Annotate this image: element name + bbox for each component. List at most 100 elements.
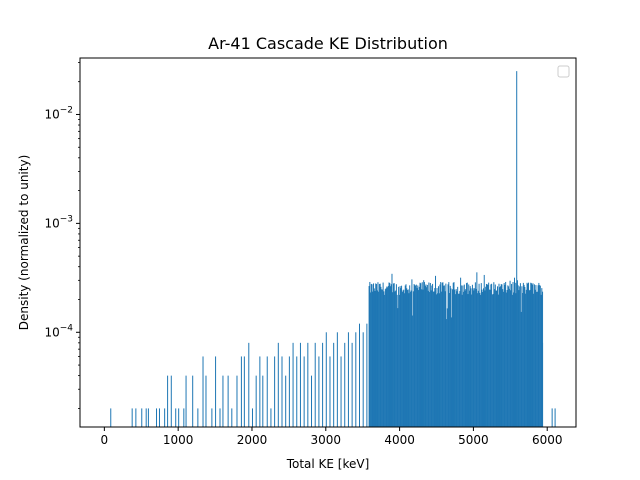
histogram-bar bbox=[482, 291, 484, 427]
histogram-bar bbox=[427, 290, 429, 427]
histogram-bar bbox=[452, 289, 453, 427]
histogram-bar bbox=[438, 293, 440, 427]
histogram-bar bbox=[405, 284, 407, 427]
histogram-bar bbox=[378, 284, 380, 427]
x-tick-label: 5000 bbox=[458, 433, 489, 447]
histogram-bar bbox=[382, 282, 384, 427]
legend-box bbox=[557, 65, 570, 78]
histogram-bar bbox=[500, 284, 502, 427]
histogram-bar bbox=[439, 284, 441, 427]
histogram-bar bbox=[522, 282, 524, 427]
histogram-bar bbox=[266, 356, 268, 427]
histogram-bar bbox=[446, 308, 448, 427]
histogram-bar bbox=[411, 279, 413, 427]
histogram-bar bbox=[508, 286, 510, 427]
histogram-bar bbox=[397, 308, 399, 427]
histogram-bar bbox=[110, 408, 112, 427]
histogram-bar bbox=[336, 332, 338, 427]
histogram-bar bbox=[415, 284, 417, 427]
histogram-bar bbox=[141, 408, 143, 427]
histogram-bar bbox=[281, 356, 283, 427]
histogram-bar bbox=[531, 284, 533, 427]
histogram-bar bbox=[530, 282, 532, 427]
histogram-bar bbox=[526, 282, 528, 427]
histogram-bar bbox=[407, 289, 409, 427]
histogram-bar bbox=[437, 286, 439, 427]
histogram-bar bbox=[442, 282, 444, 427]
histogram-bar bbox=[469, 286, 471, 427]
histogram-bar bbox=[417, 285, 419, 427]
histogram-bar bbox=[477, 293, 479, 427]
histogram-bar bbox=[167, 375, 169, 427]
x-tick-label: 3000 bbox=[311, 433, 342, 447]
histogram-bar bbox=[392, 292, 394, 427]
histogram-bar bbox=[381, 289, 383, 427]
histogram-bar bbox=[219, 408, 221, 427]
histogram-bar bbox=[385, 288, 387, 427]
histogram-bar bbox=[433, 291, 435, 427]
histogram-bar bbox=[487, 284, 489, 427]
histogram-bar bbox=[457, 293, 459, 427]
histogram-bar bbox=[414, 285, 416, 427]
histogram-bar bbox=[386, 286, 388, 427]
histogram-bar bbox=[540, 294, 542, 427]
histogram-bar bbox=[537, 285, 539, 427]
histogram-bar bbox=[377, 282, 379, 427]
histogram-bar bbox=[371, 284, 373, 427]
histogram-bar bbox=[426, 284, 428, 427]
histogram-bar bbox=[471, 294, 473, 427]
histogram-bar bbox=[355, 332, 357, 427]
histogram-bar bbox=[485, 283, 487, 427]
histogram-bar bbox=[497, 286, 499, 427]
histogram-bar bbox=[441, 282, 443, 427]
histogram-bar bbox=[410, 290, 412, 427]
histogram-bar bbox=[401, 285, 403, 427]
histogram-bar bbox=[488, 289, 490, 427]
histogram-bar bbox=[394, 291, 396, 427]
histogram-bar bbox=[398, 294, 400, 427]
histogram-bar bbox=[530, 283, 532, 427]
histogram-bar bbox=[384, 294, 386, 427]
histogram-bar bbox=[429, 282, 431, 427]
histogram-bar bbox=[418, 286, 420, 427]
histogram-bar bbox=[381, 289, 383, 427]
histogram-bar bbox=[514, 277, 515, 427]
histogram-bar bbox=[492, 293, 494, 427]
histogram-bar bbox=[515, 293, 517, 427]
histogram-bar bbox=[551, 408, 553, 427]
histogram-bar bbox=[390, 286, 391, 427]
histogram-bar bbox=[539, 285, 541, 427]
histogram-bar bbox=[525, 293, 527, 427]
histogram-bar bbox=[437, 293, 439, 427]
histogram-bar bbox=[175, 408, 177, 427]
histogram-bar bbox=[430, 290, 432, 427]
histogram-bar bbox=[516, 280, 518, 427]
histogram-bar bbox=[285, 375, 287, 427]
histogram-bar bbox=[508, 288, 510, 427]
histogram-bar bbox=[428, 282, 430, 427]
histogram-bar bbox=[424, 285, 426, 427]
histogram-bar bbox=[510, 290, 512, 427]
histogram-bar bbox=[311, 375, 313, 427]
histogram-bar bbox=[513, 292, 515, 427]
histogram-bar bbox=[192, 375, 194, 427]
histogram-bar bbox=[512, 282, 514, 427]
histogram-bar bbox=[484, 290, 486, 427]
histogram-bar bbox=[215, 356, 217, 427]
y-axis-label: Density (normalized to unity) bbox=[17, 155, 31, 331]
histogram-bar bbox=[211, 408, 213, 427]
histogram-bar bbox=[477, 290, 479, 427]
histogram-bar bbox=[476, 272, 478, 427]
histogram-bar bbox=[429, 292, 431, 427]
histogram-bar bbox=[452, 282, 454, 427]
histogram-bar bbox=[432, 283, 434, 427]
histogram-bar bbox=[419, 282, 421, 427]
histogram-bar bbox=[378, 291, 380, 427]
histogram-bar bbox=[248, 342, 250, 427]
histogram-bar bbox=[475, 288, 477, 427]
histogram-bar bbox=[412, 315, 414, 427]
histogram-bar bbox=[480, 283, 482, 427]
histogram-bar bbox=[383, 291, 385, 427]
histogram-bar bbox=[399, 286, 401, 427]
